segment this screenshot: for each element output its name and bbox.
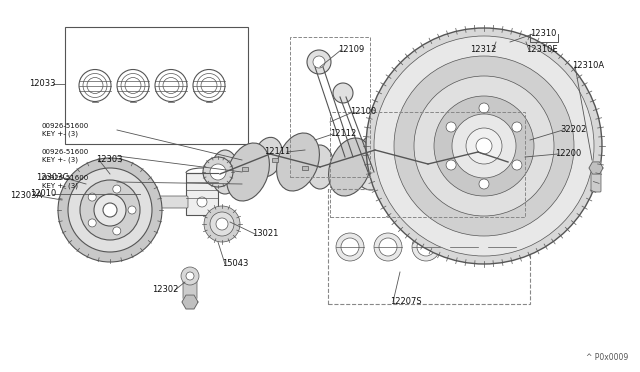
Text: 32202: 32202	[560, 125, 586, 135]
Circle shape	[147, 197, 157, 207]
Bar	[330, 112, 525, 217]
Polygon shape	[182, 295, 198, 309]
Circle shape	[493, 238, 511, 256]
Text: 12112: 12112	[330, 129, 356, 138]
Circle shape	[357, 162, 385, 190]
Text: 12109: 12109	[338, 45, 364, 55]
Text: 12310: 12310	[530, 29, 556, 38]
Bar	[65, 27, 248, 144]
Circle shape	[307, 50, 331, 74]
Circle shape	[186, 272, 194, 280]
Ellipse shape	[429, 135, 472, 193]
Circle shape	[216, 218, 228, 230]
Circle shape	[512, 160, 522, 170]
Bar	[186, 173, 218, 215]
Text: 12200: 12200	[555, 150, 581, 158]
Text: 12100: 12100	[350, 108, 376, 116]
Text: ^ P0x0009: ^ P0x0009	[586, 353, 628, 362]
Circle shape	[204, 206, 240, 242]
Circle shape	[476, 138, 492, 154]
Ellipse shape	[411, 143, 439, 187]
Circle shape	[488, 233, 516, 261]
Circle shape	[479, 103, 489, 113]
Circle shape	[197, 197, 207, 207]
Text: 00926-51600
KEY +- (3): 00926-51600 KEY +- (3)	[42, 149, 89, 163]
Text: 12111: 12111	[264, 148, 290, 157]
Text: 00926-51600
KEY +- (3): 00926-51600 KEY +- (3)	[42, 175, 89, 189]
Text: 12207S: 12207S	[390, 298, 422, 307]
Text: 15043: 15043	[222, 260, 248, 269]
Circle shape	[210, 164, 226, 180]
Circle shape	[203, 157, 233, 187]
Circle shape	[128, 206, 136, 214]
FancyBboxPatch shape	[591, 170, 601, 192]
Circle shape	[446, 122, 456, 132]
Circle shape	[333, 83, 353, 103]
Polygon shape	[589, 162, 603, 174]
Bar	[302, 166, 308, 170]
Circle shape	[113, 227, 121, 235]
Circle shape	[412, 233, 440, 261]
Circle shape	[94, 194, 126, 226]
Ellipse shape	[211, 150, 239, 194]
Text: 12033: 12033	[29, 80, 56, 89]
Circle shape	[340, 153, 358, 171]
Ellipse shape	[496, 142, 524, 186]
Circle shape	[366, 28, 602, 264]
Ellipse shape	[358, 134, 387, 174]
Circle shape	[181, 267, 199, 285]
Text: 13021: 13021	[252, 230, 278, 238]
Circle shape	[450, 233, 478, 261]
Text: 00926-51600
KEY +- (3): 00926-51600 KEY +- (3)	[42, 123, 89, 137]
Circle shape	[336, 233, 364, 261]
FancyBboxPatch shape	[183, 281, 197, 299]
Text: 12303A: 12303A	[10, 192, 42, 201]
Circle shape	[379, 238, 397, 256]
Circle shape	[68, 168, 152, 252]
Bar	[242, 167, 248, 171]
Text: 12302: 12302	[152, 285, 178, 295]
Circle shape	[414, 76, 554, 216]
Circle shape	[434, 96, 534, 196]
Circle shape	[103, 203, 117, 217]
Text: 12312: 12312	[470, 45, 496, 55]
Circle shape	[210, 212, 234, 236]
Circle shape	[374, 233, 402, 261]
Text: 12310E: 12310E	[526, 45, 557, 55]
Bar	[328, 189, 530, 304]
Circle shape	[446, 160, 456, 170]
Circle shape	[113, 185, 121, 193]
Circle shape	[80, 180, 140, 240]
Bar	[272, 158, 278, 162]
Circle shape	[417, 238, 435, 256]
Ellipse shape	[461, 134, 490, 174]
Circle shape	[479, 179, 489, 189]
Circle shape	[88, 219, 96, 227]
Ellipse shape	[253, 137, 282, 177]
Circle shape	[333, 146, 365, 178]
Ellipse shape	[328, 138, 371, 196]
Text: 12303: 12303	[96, 155, 122, 164]
Text: 12303C: 12303C	[36, 173, 68, 183]
Circle shape	[512, 122, 522, 132]
Circle shape	[452, 114, 516, 178]
Text: 12010: 12010	[29, 189, 56, 199]
Text: 12310A: 12310A	[572, 61, 604, 71]
Circle shape	[58, 158, 162, 262]
Circle shape	[394, 56, 574, 236]
Circle shape	[455, 238, 473, 256]
Ellipse shape	[306, 145, 334, 189]
Ellipse shape	[276, 133, 319, 191]
Ellipse shape	[379, 130, 421, 188]
Circle shape	[341, 238, 359, 256]
Ellipse shape	[227, 143, 269, 201]
Circle shape	[374, 36, 594, 256]
FancyBboxPatch shape	[146, 196, 188, 208]
Circle shape	[466, 128, 502, 164]
Circle shape	[313, 56, 325, 68]
Bar	[290, 37, 370, 177]
Circle shape	[88, 193, 96, 201]
